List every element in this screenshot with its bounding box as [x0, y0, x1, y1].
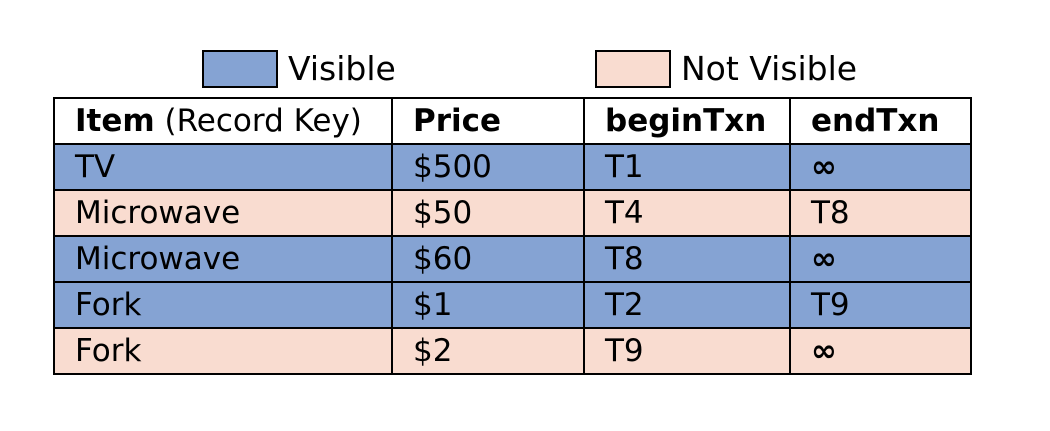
cell-price: $60 — [391, 235, 585, 283]
header-end-txn-label: endTxn — [811, 103, 940, 139]
header-item-bold: Item — [75, 103, 155, 139]
header-price-label: Price — [413, 103, 502, 139]
cell-begin-txn: T9 — [583, 327, 791, 375]
cell-price: $1 — [391, 281, 585, 329]
cell-end-txn: T9 — [789, 281, 972, 329]
cell-begin-txn: T1 — [583, 143, 791, 191]
cell-end-txn: T8 — [789, 189, 972, 237]
table-row: TV $500 T1 ∞ — [53, 143, 972, 191]
cell-end-txn: ∞ — [789, 143, 972, 191]
cell-item: Fork — [53, 327, 393, 375]
header-begin-txn: beginTxn — [583, 97, 791, 145]
header-begin-txn-label: beginTxn — [605, 103, 767, 139]
table-row: Microwave $60 T8 ∞ — [53, 235, 972, 283]
cell-item: TV — [53, 143, 393, 191]
header-item-rest: (Record Key) — [154, 103, 362, 139]
table-row: Microwave $50 T4 T8 — [53, 189, 972, 237]
cell-item: Fork — [53, 281, 393, 329]
header-item: Item (Record Key) — [53, 97, 393, 145]
cell-item: Microwave — [53, 235, 393, 283]
legend-visible: Visible — [202, 48, 396, 90]
cell-begin-txn: T8 — [583, 235, 791, 283]
version-table: Item (Record Key) Price beginTxn endTxn … — [53, 97, 972, 375]
cell-begin-txn: T2 — [583, 281, 791, 329]
cell-price: $2 — [391, 327, 585, 375]
legend-not-visible-label: Not Visible — [681, 49, 858, 88]
cell-begin-txn: T4 — [583, 189, 791, 237]
table-row: Fork $1 T2 T9 — [53, 281, 972, 329]
cell-end-txn: ∞ — [789, 235, 972, 283]
table-row: Fork $2 T9 ∞ — [53, 327, 972, 375]
header-price: Price — [391, 97, 585, 145]
legend-not-visible: Not Visible — [595, 48, 857, 90]
header-end-txn: endTxn — [789, 97, 972, 145]
table-header-row: Item (Record Key) Price beginTxn endTxn — [53, 97, 972, 145]
cell-end-txn: ∞ — [789, 327, 972, 375]
legend-visible-swatch — [202, 50, 278, 88]
legend: Visible Not Visible — [0, 48, 1050, 90]
legend-visible-label: Visible — [288, 49, 396, 88]
cell-item: Microwave — [53, 189, 393, 237]
legend-not-visible-swatch — [595, 50, 671, 88]
cell-price: $50 — [391, 189, 585, 237]
cell-price: $500 — [391, 143, 585, 191]
